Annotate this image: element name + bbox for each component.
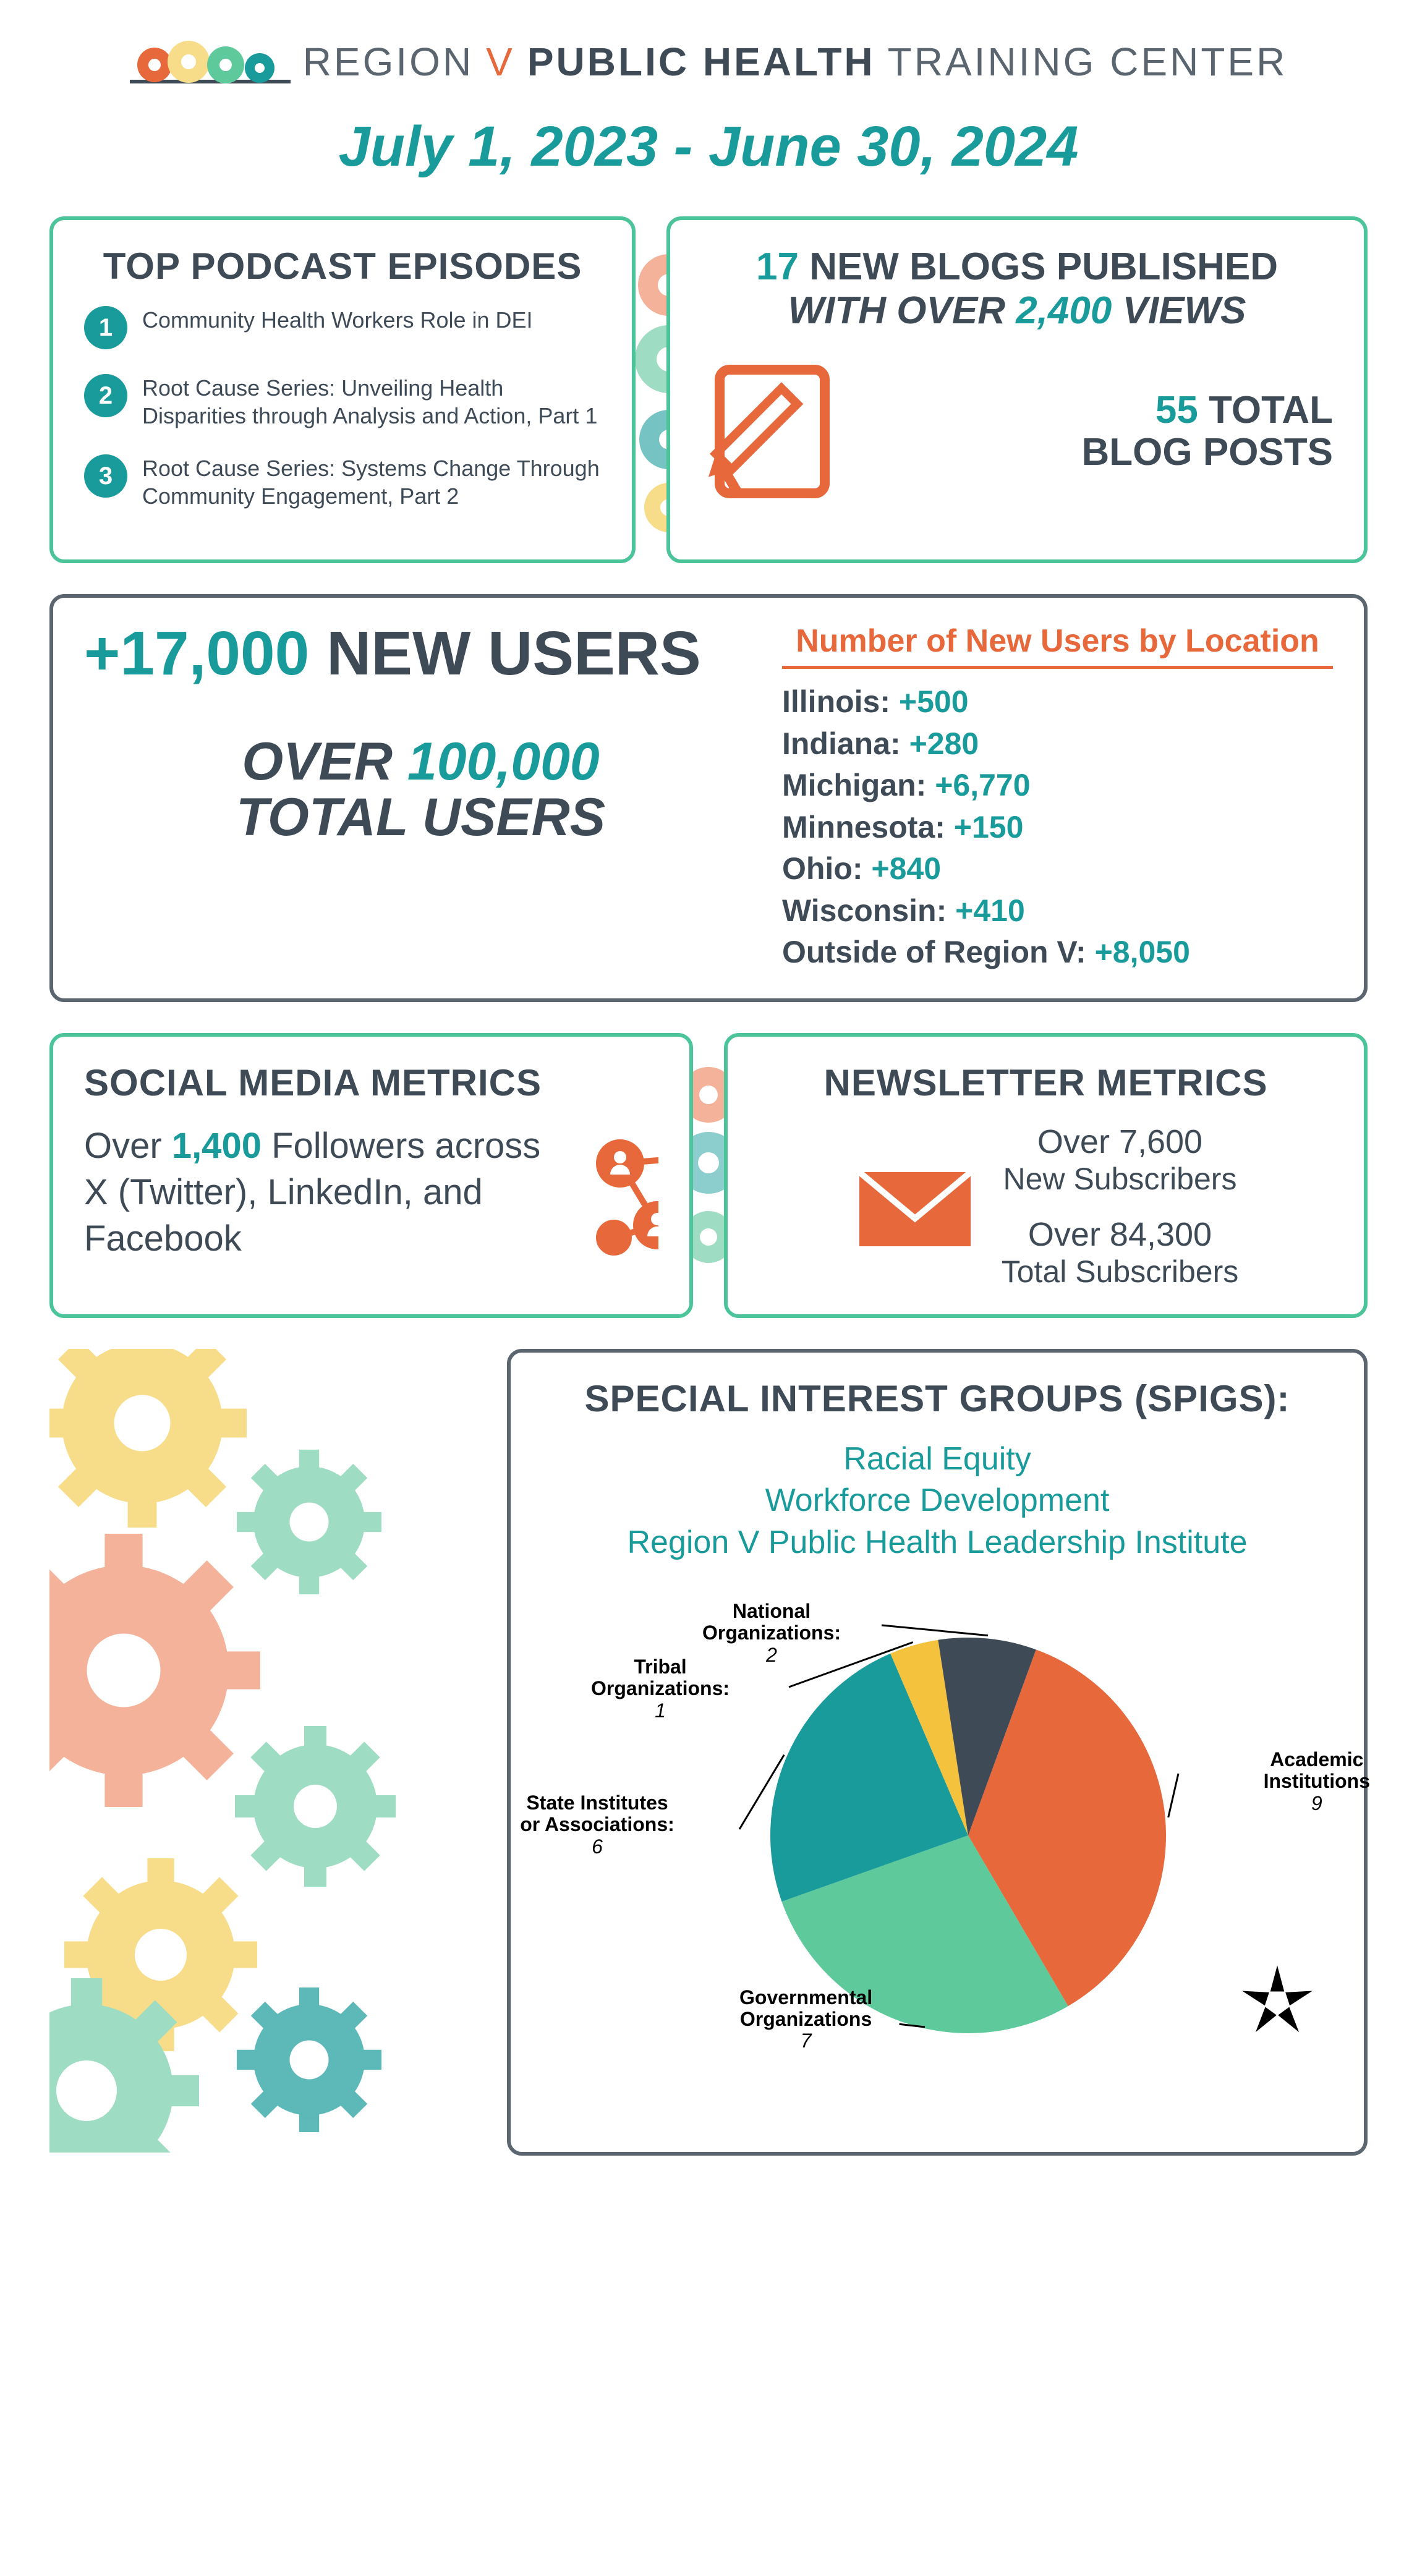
users-loc-list: Illinois: +500Indiana: +280Michigan: +6,… (782, 681, 1333, 974)
blogs-total-count: 55 (1155, 389, 1198, 431)
users-left: +17,000 NEW USERS OVER 100,000 TOTAL USE… (84, 623, 757, 974)
blogs-card: 17 NEW BLOGS PUBLISHED WITH OVER 2,400 V… (666, 216, 1368, 563)
social-count: 1,400 (172, 1126, 262, 1166)
spig-item: Workforce Development (542, 1480, 1333, 1522)
network-icon (583, 1126, 658, 1262)
spigs-title: SPECIAL INTEREST GROUPS (SPIGS): (542, 1377, 1333, 1420)
news-new-label: New Subscribers (1003, 1162, 1237, 1196)
blogs-new-line: 17 NEW BLOGS PUBLISHED (701, 245, 1333, 289)
podcast-text: Community Health Workers Role in DEI (142, 306, 533, 334)
podcast-text: Root Cause Series: Unveiling Health Disp… (142, 374, 601, 430)
region-text: REGION (303, 39, 474, 85)
blogs-total-label-2: BLOG POSTS (1082, 431, 1333, 474)
location-row: Illinois: +500 (782, 681, 1333, 723)
region-v: V (486, 39, 515, 85)
logo-gears-icon (130, 37, 291, 87)
users-over: OVER (242, 732, 393, 791)
news-total: Over 84,300 Total Subscribers (1002, 1215, 1239, 1290)
location-row: Outside of Region V: +8,050 (782, 932, 1333, 974)
location-row: Indiana: +280 (782, 723, 1333, 765)
public-health-text: PUBLIC HEALTH (527, 39, 875, 85)
blogs-total: 55 TOTAL BLOG POSTS (1082, 389, 1333, 474)
pie-label-gov: GovernmentalOrganizations7 (739, 1987, 872, 2052)
newsletter-stats: Over 7,600 New Subscribers Over 84,300 T… (1002, 1123, 1239, 1290)
pie-chart: NationalOrganizations:2 TribalOrganizati… (542, 1588, 1333, 2058)
training-center-text: TRAINING CENTER (888, 39, 1288, 85)
podcasts-card: TOP PODCAST EPISODES 1 Community Health W… (49, 216, 636, 563)
row-social-news: SOCIAL MEDIA METRICS Over 1,400 Follower… (49, 1033, 1368, 1318)
news-new: Over 7,600 New Subscribers (1002, 1123, 1239, 1197)
row-spigs: SPECIAL INTEREST GROUPS (SPIGS): Racial … (49, 1349, 1368, 2156)
podcast-item: 2 Root Cause Series: Unveiling Health Dis… (84, 374, 601, 430)
spigs-card: SPECIAL INTEREST GROUPS (SPIGS): Racial … (507, 1349, 1368, 2156)
newsletter-title: NEWSLETTER METRICS (759, 1061, 1333, 1104)
news-new-count: Over 7,600 (1037, 1123, 1202, 1160)
blogs-with-label: WITH OVER (788, 289, 1005, 332)
newsletter-card: NEWSLETTER METRICS Over 7,600 New Subscr… (724, 1033, 1368, 1318)
location-row: Wisconsin: +410 (782, 890, 1333, 932)
row-podcasts-blogs: TOP PODCAST EPISODES 1 Community Health W… (49, 216, 1368, 563)
social-text: Over 1,400 Followers across X (Twitter),… (84, 1123, 571, 1262)
social-title: SOCIAL MEDIA METRICS (84, 1061, 658, 1104)
spig-item: Region V Public Health Leadership Instit… (542, 1522, 1333, 1564)
pie-label-tribal: TribalOrganizations:1 (591, 1656, 730, 1722)
blogs-views-line: WITH OVER 2,400 VIEWS (701, 289, 1333, 333)
users-new-count: +17,000 (84, 619, 309, 688)
news-total-count: Over 84,300 (1028, 1216, 1212, 1253)
users-new-label: NEW USERS (326, 619, 701, 688)
row-users: +17,000 NEW USERS OVER 100,000 TOTAL USE… (49, 594, 1368, 1002)
org-title: REGION V PUBLIC HEALTH TRAINING CENTER (130, 37, 1288, 87)
blogs-new-count: 17 (756, 245, 799, 288)
podcast-item: 3 Root Cause Series: Systems Change Throu… (84, 454, 601, 510)
location-row: Michigan: +6,770 (782, 765, 1333, 807)
rank-badge: 2 (84, 374, 127, 417)
note-pencil-icon (701, 351, 862, 512)
rank-badge: 1 (84, 306, 127, 349)
blogs-views-label: VIEWS (1123, 289, 1246, 332)
location-row: Minnesota: +150 (782, 807, 1333, 849)
users-card: +17,000 NEW USERS OVER 100,000 TOTAL USE… (49, 594, 1368, 1002)
spig-item: Racial Equity (542, 1439, 1333, 1481)
users-new: +17,000 NEW USERS (84, 623, 757, 684)
pie-label-academic: AcademicInstitutions9 (1264, 1749, 1370, 1814)
users-loc-title: Number of New Users by Location (782, 623, 1333, 669)
blogs-new-label: NEW BLOGS PUBLISHED (809, 245, 1278, 288)
date-range: July 1, 2023 - June 30, 2024 (49, 114, 1368, 179)
hands-icon (1234, 1959, 1321, 2046)
blogs-total-label-1: TOTAL (1209, 389, 1333, 431)
users-right: Number of New Users by Location Illinois… (782, 623, 1333, 974)
podcasts-title: TOP PODCAST EPISODES (84, 245, 601, 287)
users-total-count: 100,000 (407, 732, 600, 791)
envelope-icon (853, 1160, 977, 1252)
blogs-bottom: 55 TOTAL BLOG POSTS (701, 351, 1333, 512)
social-over: Over (84, 1126, 162, 1166)
decorative-gears (49, 1349, 482, 2156)
rank-badge: 3 (84, 454, 127, 498)
podcast-item: 1 Community Health Workers Role in DEI (84, 306, 601, 349)
podcast-text: Root Cause Series: Systems Change Throug… (142, 454, 601, 510)
social-card: SOCIAL MEDIA METRICS Over 1,400 Follower… (49, 1033, 693, 1318)
users-total-label: TOTAL USERS (236, 788, 605, 847)
pie-label-state: State Institutesor Associations:6 (517, 1792, 678, 1858)
newsletter-content: Over 7,600 New Subscribers Over 84,300 T… (759, 1123, 1333, 1290)
header: REGION V PUBLIC HEALTH TRAINING CENTER (49, 37, 1368, 90)
blogs-views: 2,400 (1016, 289, 1112, 332)
location-row: Ohio: +840 (782, 848, 1333, 890)
spigs-list: Racial Equity Workforce Development Regi… (542, 1439, 1333, 1564)
users-total: OVER 100,000 TOTAL USERS (84, 734, 757, 846)
news-total-label: Total Subscribers (1002, 1254, 1239, 1289)
podcast-list: 1 Community Health Workers Role in DEI 2R… (84, 306, 601, 510)
